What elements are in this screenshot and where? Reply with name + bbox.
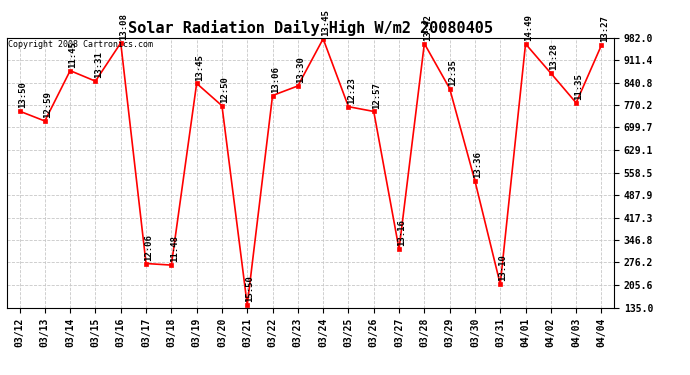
Text: 13:42: 13:42 — [423, 14, 432, 41]
Text: 13:45: 13:45 — [322, 9, 331, 36]
Text: 12:06: 12:06 — [144, 234, 153, 261]
Text: 13:08: 13:08 — [119, 13, 128, 40]
Text: 13:30: 13:30 — [296, 56, 305, 83]
Text: 13:06: 13:06 — [271, 66, 280, 93]
Text: 12:59: 12:59 — [43, 92, 52, 118]
Text: 11:45: 11:45 — [68, 41, 77, 68]
Text: 15:50: 15:50 — [246, 275, 255, 302]
Text: 13:16: 13:16 — [397, 219, 406, 246]
Text: Copyright 2008 Cartronics.com: Copyright 2008 Cartronics.com — [8, 40, 152, 49]
Text: 11:35: 11:35 — [575, 73, 584, 100]
Text: 12:23: 12:23 — [347, 77, 356, 104]
Text: 13:50: 13:50 — [18, 81, 27, 108]
Text: 13:10: 13:10 — [499, 255, 508, 282]
Text: 13:31: 13:31 — [94, 51, 103, 78]
Text: 13:27: 13:27 — [600, 15, 609, 42]
Title: Solar Radiation Daily High W/m2 20080405: Solar Radiation Daily High W/m2 20080405 — [128, 20, 493, 36]
Text: 13:45: 13:45 — [195, 54, 204, 81]
Text: 13:36: 13:36 — [473, 151, 482, 178]
Text: 13:28: 13:28 — [549, 44, 558, 70]
Text: 12:50: 12:50 — [220, 76, 229, 103]
Text: 12:57: 12:57 — [372, 82, 381, 109]
Text: 12:35: 12:35 — [448, 59, 457, 86]
Text: 11:48: 11:48 — [170, 236, 179, 262]
Text: 14:49: 14:49 — [524, 14, 533, 41]
